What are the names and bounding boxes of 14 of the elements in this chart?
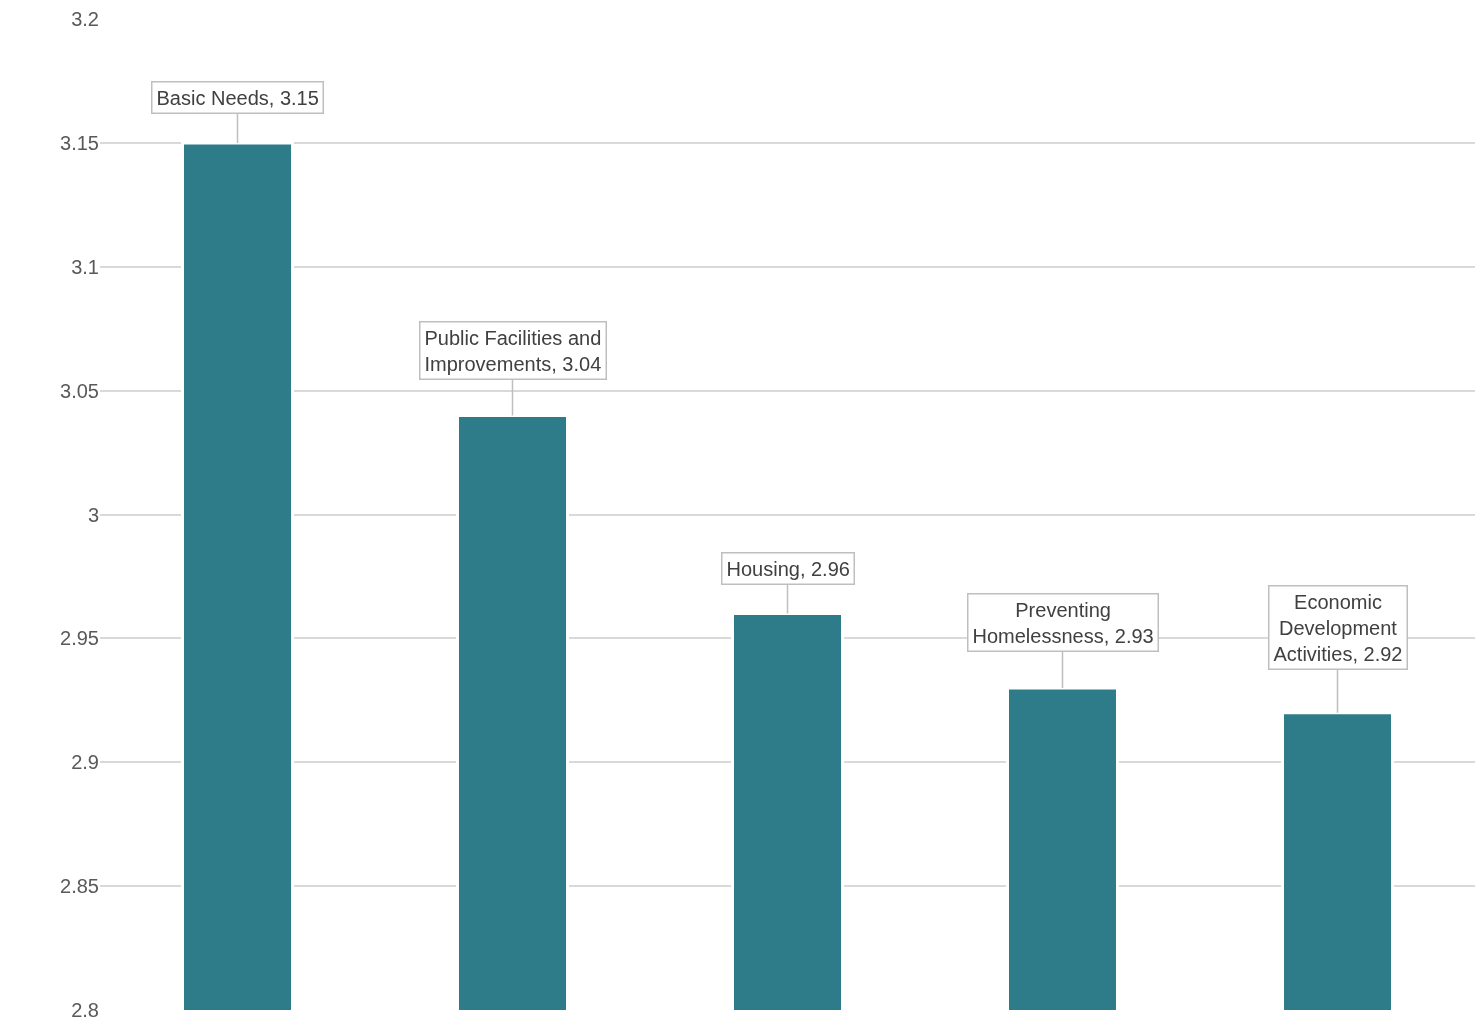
y-tick-label: 2.85	[60, 875, 99, 898]
data-label: Basic Needs, 3.15	[156, 86, 319, 109]
y-tick-label: 2.8	[71, 999, 99, 1021]
y-tick-label: 2.95	[60, 627, 99, 650]
y-tick-label: 3	[87, 503, 99, 526]
y-tick-label: 3.1	[71, 255, 99, 278]
data-label: Preventing Homelessness, 2.93	[972, 598, 1154, 647]
data-label: Housing, 2.96	[726, 557, 850, 580]
data-label: Public Facilities and Improvements, 3.04	[424, 326, 602, 375]
y-tick-label: 3.15	[60, 131, 99, 154]
y-tick-label: 2.9	[71, 751, 99, 774]
y-tick-label: 3.05	[60, 379, 99, 402]
y-tick-label: 3.2	[71, 8, 99, 30]
data-label: Economic Development Activities, 2.92	[1273, 590, 1403, 665]
